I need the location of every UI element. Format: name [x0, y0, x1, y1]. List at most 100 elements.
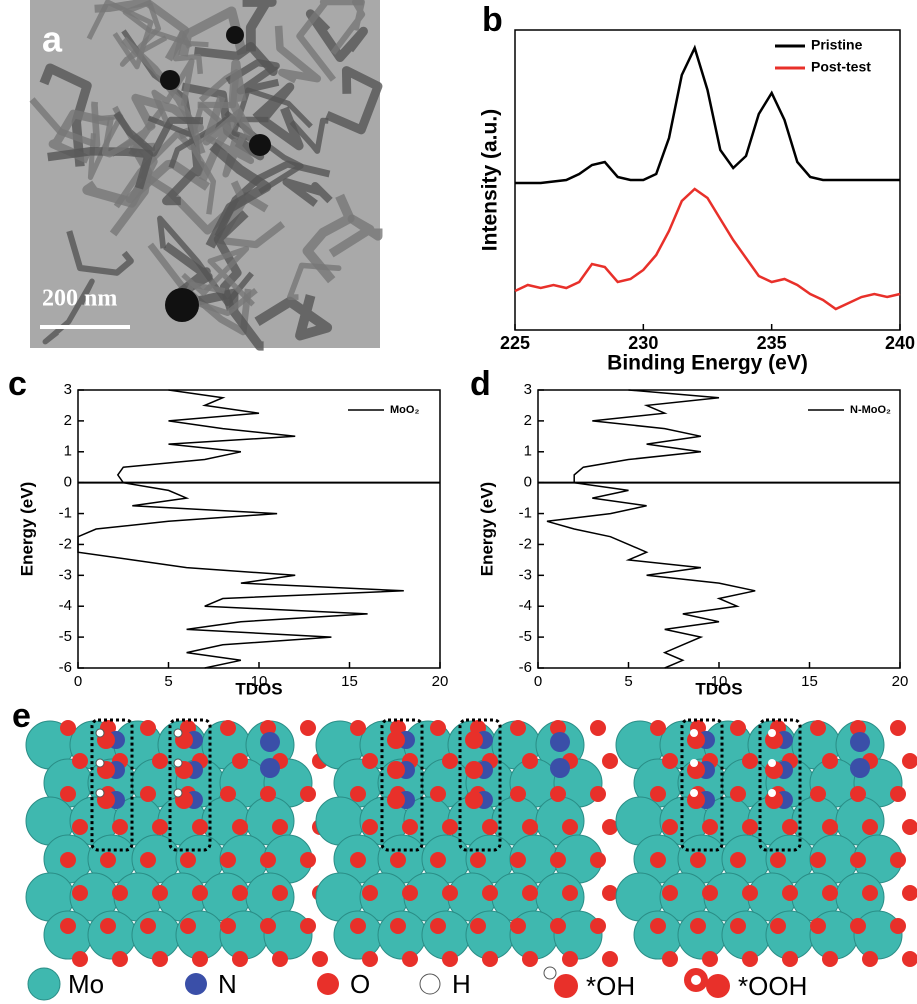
o-atom: [140, 918, 156, 934]
o-atom: [72, 753, 88, 769]
o-atom: [442, 951, 458, 967]
o-atom: [180, 918, 196, 934]
h-atom: [95, 728, 105, 738]
o-atom: [72, 819, 88, 835]
x-tick-label: 5: [624, 673, 632, 690]
o-atom: [112, 819, 128, 835]
o-atom: [272, 885, 288, 901]
nanotube: [113, 111, 204, 157]
o-atom: [902, 951, 917, 967]
o-atom: [180, 852, 196, 868]
n-atom: [260, 758, 280, 778]
x-axis-label: TDOS: [695, 679, 742, 698]
nanotube: [296, 0, 364, 82]
o-atom: [890, 852, 906, 868]
o-atom: [192, 951, 208, 967]
o-atom: [430, 786, 446, 802]
o-atom: [300, 918, 316, 934]
o-atom: [742, 753, 758, 769]
h-atom: [173, 788, 183, 798]
o-atom: [890, 918, 906, 934]
site-box: [758, 718, 802, 852]
o-atom: [272, 819, 288, 835]
o-atom: [562, 951, 578, 967]
o-atom: [387, 791, 405, 809]
o-atom: [350, 852, 366, 868]
o-atom: [470, 852, 486, 868]
y-tick-label: 2: [64, 412, 72, 429]
mo-atom: [377, 910, 427, 960]
particle: [160, 70, 180, 90]
nanotube: [94, 0, 190, 62]
y-tick-label: -4: [519, 597, 532, 614]
o-atom: [690, 918, 706, 934]
o-atom: [482, 819, 498, 835]
o-atom: [650, 720, 666, 736]
o-atom: [742, 819, 758, 835]
mo-atom: [263, 910, 313, 960]
panel-label: c: [8, 365, 27, 403]
y-tick-label: -1: [59, 505, 72, 522]
o-atom: [862, 885, 878, 901]
nanotube: [286, 262, 342, 301]
o-atom: [702, 819, 718, 835]
o-atom: [742, 951, 758, 967]
nanotube: [213, 210, 249, 311]
o-atom: [730, 852, 746, 868]
o-atom: [60, 852, 76, 868]
o-atom: [220, 852, 236, 868]
o-atom: [100, 852, 116, 868]
nanotube: [302, 193, 355, 284]
o-atom: [402, 885, 418, 901]
n-atom: [550, 732, 570, 752]
plot-frame: [537, 389, 901, 669]
series-line: [514, 187, 901, 311]
mo-atom: [421, 910, 471, 960]
o-atom: [782, 951, 798, 967]
o-atom: [650, 918, 666, 934]
o-atom: [822, 753, 838, 769]
x-tick-label: 0: [534, 673, 542, 690]
o-atom: [590, 852, 606, 868]
x-tick-label: 15: [801, 673, 818, 690]
o-atom: [690, 852, 706, 868]
o-atom: [192, 819, 208, 835]
o-atom: [152, 753, 168, 769]
o-atom: [482, 885, 498, 901]
o-atom: [702, 885, 718, 901]
o-atom: [730, 918, 746, 934]
h-atom: [95, 788, 105, 798]
ooh-ring: [768, 759, 776, 767]
panel-label: d: [470, 365, 491, 403]
o-atom: [810, 918, 826, 934]
o-atom: [350, 918, 366, 934]
y-tick-label: -3: [59, 566, 72, 583]
x-tick-label: 225: [500, 333, 530, 353]
legend-icon: [706, 974, 730, 998]
y-axis-label: Energy (eV): [477, 482, 496, 576]
x-tick-label: 20: [892, 673, 909, 690]
y-tick-label: 2: [524, 412, 532, 429]
o-atom: [465, 731, 483, 749]
o-atom: [730, 720, 746, 736]
o-atom: [890, 720, 906, 736]
y-tick-label: -2: [519, 535, 532, 552]
tem-image: 200 nm a: [29, 0, 383, 351]
nanotube: [242, 0, 277, 52]
y-tick-label: 1: [524, 443, 532, 460]
o-atom: [662, 885, 678, 901]
panel-label: b: [482, 1, 503, 39]
o-atom: [152, 885, 168, 901]
o-atom: [362, 885, 378, 901]
o-atom: [810, 720, 826, 736]
y-tick-label: -5: [519, 628, 532, 645]
o-atom: [510, 720, 526, 736]
mo-atom: [87, 910, 137, 960]
legend-text: N: [218, 969, 237, 999]
o-atom: [562, 885, 578, 901]
o-atom: [850, 852, 866, 868]
o-atom: [140, 786, 156, 802]
nanotube: [86, 0, 154, 70]
scale-label: 200 nm: [42, 286, 117, 312]
o-atom: [220, 786, 236, 802]
